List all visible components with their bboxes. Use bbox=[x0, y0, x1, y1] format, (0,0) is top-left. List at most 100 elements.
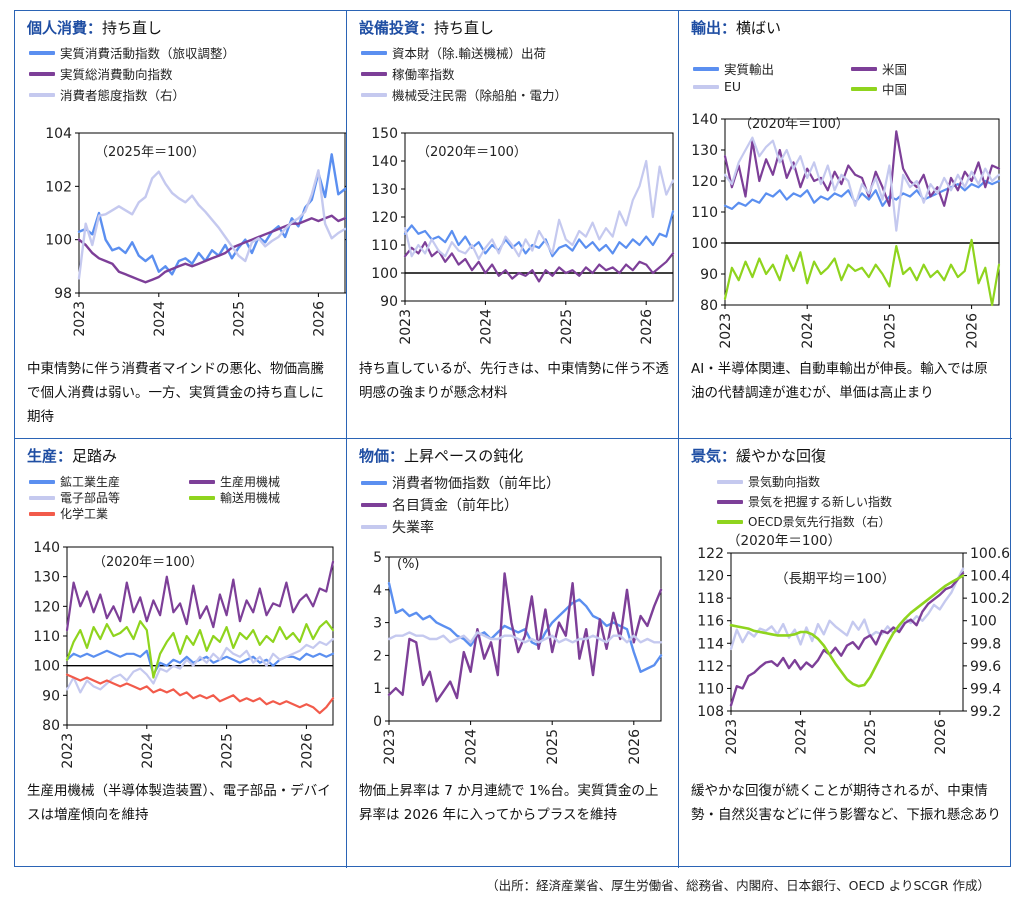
y-tick-label: 100 bbox=[33, 659, 60, 675]
series-line bbox=[65, 620, 335, 679]
legend-swatch bbox=[361, 71, 387, 76]
x-tick-label: 2024 bbox=[800, 313, 816, 349]
legend-swatch bbox=[29, 511, 55, 516]
title-status: 足踏み bbox=[72, 447, 118, 465]
legend-label: 景気を把握する新しい指数 bbox=[748, 495, 893, 509]
x-tick-label: 2024 bbox=[794, 719, 810, 755]
chart-exports: 80 90 100 110 120 130 140 2023 2024 2025 2026 bbox=[691, 112, 1001, 349]
y-tick-label: 104 bbox=[45, 126, 72, 142]
y2-tick-label: 100.4 bbox=[970, 569, 1010, 585]
y-tick-label: 100 bbox=[45, 233, 72, 249]
y2-tick-label: 99.2 bbox=[970, 704, 1001, 720]
y-tick-label: 90 bbox=[700, 267, 718, 283]
legend-swatch bbox=[717, 479, 743, 484]
legend-label: 実質輸出 bbox=[724, 62, 775, 77]
legend-label: 機械受注民需（除船舶・電力） bbox=[392, 88, 568, 103]
y-tick-label: 110 bbox=[371, 238, 398, 254]
y-tick-label: 2 bbox=[373, 648, 382, 664]
title-category: 輸出： bbox=[691, 19, 737, 37]
legend-swatch bbox=[717, 499, 743, 504]
legend-swatch bbox=[29, 495, 55, 500]
legend-item: 実質総消費動向指数 bbox=[29, 64, 173, 83]
legend-swatch bbox=[361, 525, 387, 529]
legend-swatch bbox=[851, 86, 877, 91]
legend-item: 電子部品等 bbox=[29, 489, 120, 506]
base-note: （2020年＝100） bbox=[727, 533, 842, 549]
y-tick-label: 90 bbox=[380, 294, 398, 310]
y2-tick-label: 100 bbox=[970, 614, 997, 630]
legend-label: 鉱工業生産 bbox=[60, 475, 121, 489]
y-tick-label: 5 bbox=[373, 550, 382, 566]
legend-swatch bbox=[361, 503, 387, 507]
panel-caption: 中東情勢に伴う消費者マインドの悪化、物価高騰で個人消費は弱い。一方、実質賃金の持… bbox=[27, 361, 324, 425]
legend-label: 中国 bbox=[882, 82, 908, 97]
inner-note: （長期平均＝100） bbox=[775, 571, 896, 587]
series-line bbox=[65, 560, 335, 632]
title-category: 景気： bbox=[691, 447, 737, 465]
legend-label: OECD景気先行指数（右） bbox=[748, 515, 891, 529]
y-tick-label: 150 bbox=[371, 126, 398, 142]
legend-swatch bbox=[29, 71, 55, 76]
y-tick-label: 0 bbox=[373, 714, 382, 730]
panel-title: 物価：上昇ペースの鈍化 bbox=[359, 445, 523, 466]
x-tick-label: 2023 bbox=[72, 301, 88, 337]
series-line bbox=[387, 572, 663, 703]
panel-caption: 生産用機械（半導体製造装置）、電子部品・デバイスは増産傾向を維持 bbox=[27, 783, 331, 823]
legend-swatch bbox=[693, 66, 719, 71]
plot-frame bbox=[66, 546, 334, 726]
base-note: （2020年＝100） bbox=[93, 555, 203, 570]
y-tick-label: 118 bbox=[697, 591, 724, 607]
base-note: （2020年＝100） bbox=[739, 117, 849, 132]
legend-item: 中国 bbox=[851, 79, 907, 98]
panel-title: 生産：足踏み bbox=[27, 445, 117, 466]
x-tick-label: 2023 bbox=[398, 309, 414, 345]
legend-swatch bbox=[717, 519, 743, 524]
panel-consumption: 個人消費：持ち直し 実質消費活動指数（旅収調整） 実質総消費動向指数 消費者態度… bbox=[15, 11, 347, 439]
panel-business: 景気：緩やかな回復 景気動向指数 景気を把握する新しい指数 OECD景気先行指数… bbox=[679, 439, 1012, 868]
y-tick-label: 100 bbox=[371, 266, 398, 282]
y-tick-label: 112 bbox=[697, 659, 724, 675]
series-line bbox=[729, 567, 965, 651]
panel-capex: 設備投資：持ち直し 資本財（除.輸送機械）出荷 稼働率指数 機械受注民需（除船舶… bbox=[347, 11, 679, 439]
x-tick-label: 2025 bbox=[863, 719, 879, 755]
panel-production: 生産：足踏み 鉱工業生産 生産用機械 電子部品等 輸送用機械 化学工業 80 90… bbox=[15, 439, 347, 868]
x-tick-label: 2023 bbox=[382, 729, 398, 765]
x-tick-label: 2026 bbox=[639, 309, 655, 345]
legend-item: 稼働率指数 bbox=[361, 64, 455, 83]
legend-swatch bbox=[361, 92, 387, 97]
y-tick-label: 98 bbox=[54, 286, 72, 302]
legend-swatch bbox=[693, 84, 719, 89]
x-tick-label: 2024 bbox=[478, 309, 494, 345]
x-tick-label: 2025 bbox=[559, 309, 575, 345]
y-tick-label: 130 bbox=[691, 143, 718, 159]
x-tick-label: 2026 bbox=[933, 719, 949, 755]
chart-legend: 資本財（除.輸送機械）出荷 稼働率指数 機械受注民需（除船舶・電力） bbox=[361, 43, 661, 117]
y-tick-label: 114 bbox=[697, 636, 724, 652]
title-status: 緩やかな回復 bbox=[736, 447, 827, 465]
chart-capex: 90 100 110 120 130 140 150 2023 2024 2025 2026 bbox=[371, 126, 675, 345]
series-line bbox=[723, 130, 1001, 207]
series-line bbox=[403, 159, 675, 261]
y-tick-label: 120 bbox=[691, 174, 718, 190]
chart-legend: 実質消費活動指数（旅収調整） 実質総消費動向指数 消費者態度指数（右） bbox=[29, 43, 329, 117]
series-line bbox=[387, 631, 663, 644]
legend-item: 資本財（除.輸送機械）出荷 bbox=[361, 43, 546, 62]
x-tick-label: 2023 bbox=[60, 733, 76, 769]
x-tick-label: 2026 bbox=[311, 301, 327, 337]
base-note: (%) bbox=[397, 557, 420, 572]
chart-production: 80 90 100 110 120 130 140 2023 2024 2025 2026 bbox=[33, 540, 335, 769]
y-tick-label: 120 bbox=[33, 599, 60, 615]
series-line bbox=[723, 136, 1001, 232]
legend-label: 輸送用機械 bbox=[220, 491, 281, 505]
y-tick-label: 130 bbox=[371, 182, 398, 198]
panel-prices: 物価：上昇ペースの鈍化 消費者物価指数（前年比） 名目賃金（前年比） 失業率 0… bbox=[347, 439, 679, 868]
legend-label: 米国 bbox=[882, 62, 908, 77]
x-tick-label: 2025 bbox=[882, 313, 898, 349]
y2-tick-label: 99.6 bbox=[970, 659, 1001, 675]
series-line bbox=[387, 582, 663, 674]
panel-caption: 緩やかな回復が続くことが期待されるが、中東情勢・自然災害などに伴う影響など、下振… bbox=[691, 783, 1001, 823]
y-tick-label: 80 bbox=[700, 298, 718, 314]
legend-item: 米国 bbox=[851, 59, 907, 78]
y-tick-label: 130 bbox=[33, 570, 60, 586]
legend-item: 生産用機械 bbox=[189, 473, 280, 490]
